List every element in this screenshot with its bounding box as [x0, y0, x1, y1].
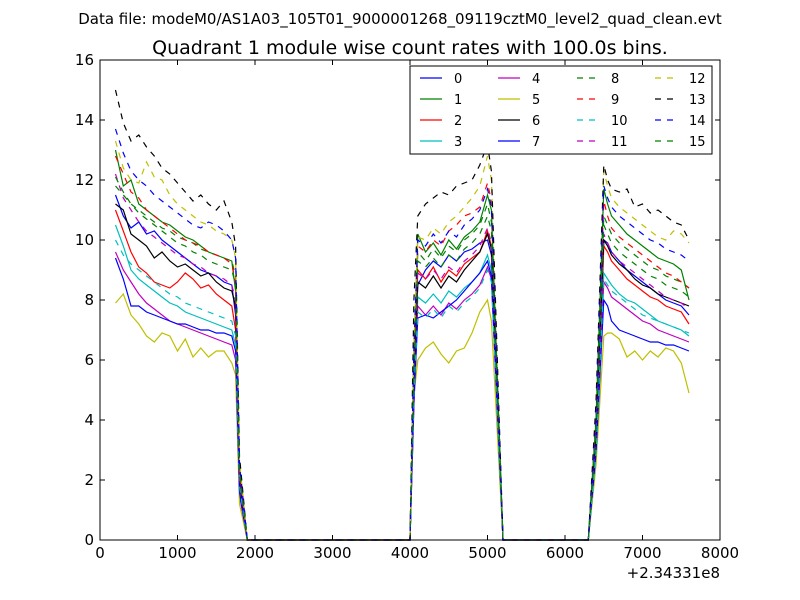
legend-frame	[409, 65, 713, 155]
y-tick-label: 2	[84, 471, 94, 489]
legend-label-4: 4	[532, 72, 540, 87]
legend-label-0: 0	[454, 72, 462, 87]
y-tick-label: 8	[84, 291, 94, 309]
x-tick-label: 7000	[623, 544, 661, 562]
x-tick-label: 5000	[468, 544, 506, 562]
y-tick-label: 6	[84, 351, 94, 369]
y-tick-label: 4	[84, 411, 94, 429]
legend-label-12: 12	[689, 72, 706, 87]
legend-label-7: 7	[532, 135, 540, 150]
x-tick-label: 4000	[391, 544, 429, 562]
tick-group: 0 1000 2000 3000 4000 5000 6000 7000 80000246810…	[75, 51, 739, 562]
chart-title: Quadrant 1 module wise count rates with …	[152, 37, 668, 59]
legend-label-6: 6	[532, 114, 540, 129]
y-tick-label: 12	[75, 171, 94, 189]
legend-label-13: 13	[689, 93, 706, 108]
y-tick-label: 14	[75, 111, 94, 129]
legend-label-2: 2	[454, 114, 462, 129]
legend-label-15: 15	[689, 135, 706, 150]
legend-label-11: 11	[611, 135, 628, 150]
x-tick-label: 2000	[236, 544, 274, 562]
legend-label-3: 3	[454, 135, 462, 150]
y-tick-label: 10	[75, 231, 94, 249]
x-tick-label: 1000	[158, 544, 196, 562]
series-line-13	[114, 89, 690, 541]
legend-label-9: 9	[611, 93, 619, 108]
y-tick-label: 0	[84, 531, 94, 549]
x-tick-label: 6000	[546, 544, 584, 562]
x-offset-label: +2.34331e8	[627, 564, 720, 582]
legend-label-5: 5	[532, 93, 540, 108]
x-tick-label: 8000	[701, 544, 739, 562]
y-tick-label: 16	[75, 51, 94, 69]
series-line-15	[114, 176, 690, 541]
legend-label-8: 8	[611, 72, 619, 87]
legend-label-1: 1	[454, 93, 462, 108]
x-tick-label: 0	[95, 544, 105, 562]
legend-label-10: 10	[611, 114, 628, 129]
figure-suptitle: Data file: modeM0/AS1A03_105T01_90000012…	[78, 10, 722, 29]
legend-label-14: 14	[689, 114, 706, 129]
x-tick-label: 3000	[313, 544, 351, 562]
